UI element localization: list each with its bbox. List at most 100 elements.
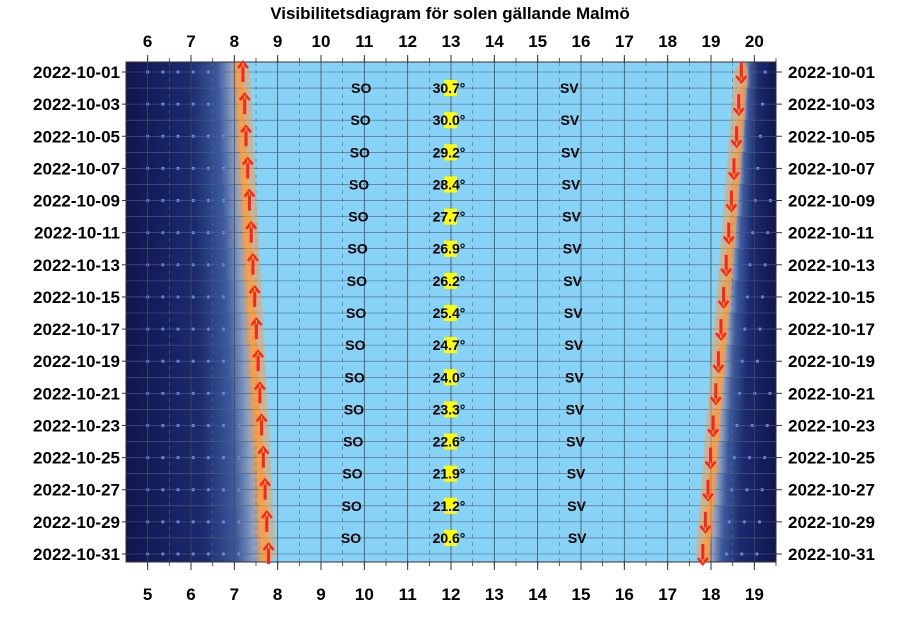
sunset-arrow-head [696,557,709,566]
top-hour-tick-label: 9 [273,32,282,51]
max-elevation-label: 20.6° [433,530,466,546]
southeast-label: SO [350,144,370,160]
date-label-left: 2022-10-05 [33,127,120,146]
max-elevation-label: 23.3° [433,401,466,417]
sunrise-glow [236,65,276,561]
elevation-highlight [444,112,457,129]
date-label-right: 2022-10-23 [788,416,875,435]
sunrise-arrow-head [250,317,263,326]
morning-twilight-band [126,62,243,89]
date-label-left: 2022-10-03 [33,95,120,114]
top-hour-tick-label: 20 [745,32,764,51]
sunset-arrow-head [707,428,720,438]
top-hour-tick-label: 15 [528,32,547,51]
date-label-right: 2022-10-21 [788,384,875,403]
southwest-label: SV [563,273,582,289]
top-hour-tick-label: 18 [658,32,677,51]
date-label-left: 2022-10-07 [33,159,120,178]
bottom-hour-tick-label: 15 [572,585,591,604]
date-label-left: 2022-10-25 [33,449,120,468]
southwest-label: SV [561,144,580,160]
southeast-label: SO [343,434,363,450]
date-label-right: 2022-10-15 [788,288,875,307]
southeast-label: SO [342,466,362,482]
bottom-hour-tick-label: 6 [186,585,195,604]
max-elevation-label: 24.0° [433,369,466,385]
southeast-label: SO [351,80,371,96]
sun-arrows [236,60,749,566]
southeast-label: SO [341,530,361,546]
sunset-arrow-head [732,107,745,117]
sunrise-arrow-head [248,284,261,294]
sunset-arrow-head [717,300,730,309]
bottom-hour-tick-label: 7 [230,585,239,604]
elevation-highlight [444,529,457,546]
sunrise-arrow-head [252,349,265,359]
date-label-left: 2022-10-19 [33,352,120,371]
top-hour-tick-label: 13 [442,32,461,51]
bottom-hour-tick-label: 13 [485,585,504,604]
top-hour-tick-label: 19 [702,32,721,51]
sunrise-arrow-head [259,477,272,487]
southwest-label: SV [561,112,580,128]
date-label-right: 2022-10-01 [788,63,875,82]
sunset-arrow-head [709,396,722,406]
date-label-right: 2022-10-17 [788,320,875,339]
date-label-left: 2022-10-17 [33,320,120,339]
bottom-hour-tick-label: 5 [143,585,152,604]
max-elevation-label: 26.9° [433,241,466,257]
elevation-highlight [444,80,457,97]
date-label-right: 2022-10-11 [788,224,874,243]
southeast-label: SO [346,305,366,321]
top-hour-tick-label: 17 [615,32,634,51]
southwest-label: SV [567,498,586,514]
bottom-hour-tick-label: 19 [745,585,764,604]
sunset-arrow-head [722,235,735,245]
sunrise-arrow-head [257,445,270,455]
bottom-hour-tick-label: 8 [273,585,282,604]
southwest-label: SV [563,241,582,257]
southeast-label: SO [348,209,368,225]
southwest-label: SV [566,434,585,450]
sunrise-arrow-head [245,220,258,230]
southwest-label: SV [562,176,581,192]
bottom-hour-tick-label: 18 [702,585,721,604]
elevation-highlight [444,144,457,161]
elevation-highlight [444,272,457,289]
sunrise-arrow-head [240,124,252,134]
date-label-right: 2022-10-03 [788,95,875,114]
bottom-hour-tick-label: 11 [399,585,417,604]
max-elevation-label: 26.2° [433,273,466,289]
sunset-arrow-head [725,203,738,213]
sunset-arrow-head [699,525,712,534]
sunrise-arrow-head [255,413,268,423]
date-label-left: 2022-10-13 [33,256,120,275]
sunset-arrow-head [712,364,725,374]
sunrise-arrow-head [260,509,273,519]
date-label-right: 2022-10-29 [788,513,875,532]
sunrise-arrow-head [243,188,256,198]
southeast-label: SO [342,498,362,514]
max-elevation-label: 30.7° [433,80,466,96]
max-elevation-label: 21.2° [433,498,466,514]
date-label-left: 2022-10-27 [33,481,120,500]
date-label-right: 2022-10-27 [788,481,875,500]
elevation-highlight [444,433,457,450]
sunset-arrow-head [730,139,743,149]
sunrise-arrow-head [253,381,266,391]
bottom-hour-tick-label: 10 [355,585,374,604]
elevation-highlight [444,305,457,321]
sunrise-arrow-head [262,542,275,551]
top-hour-tick-label: 14 [485,32,504,51]
elevation-highlight [444,369,457,386]
max-elevation-label: 29.2° [433,144,466,160]
axes: 6 7 8 9 10 11 12 13 14 15 16 17 18 19 20 5 6 7 8 9 10 11 12 13 1… [33,32,875,604]
max-elevation-label: 22.6° [433,434,466,450]
evening-twilight-band [702,537,776,562]
southwest-label: SV [562,209,581,225]
southeast-label: SO [347,241,367,257]
top-hour-tick-label: 6 [143,32,152,51]
southeast-label: SO [345,337,365,353]
date-label-left: 2022-10-09 [33,192,120,211]
